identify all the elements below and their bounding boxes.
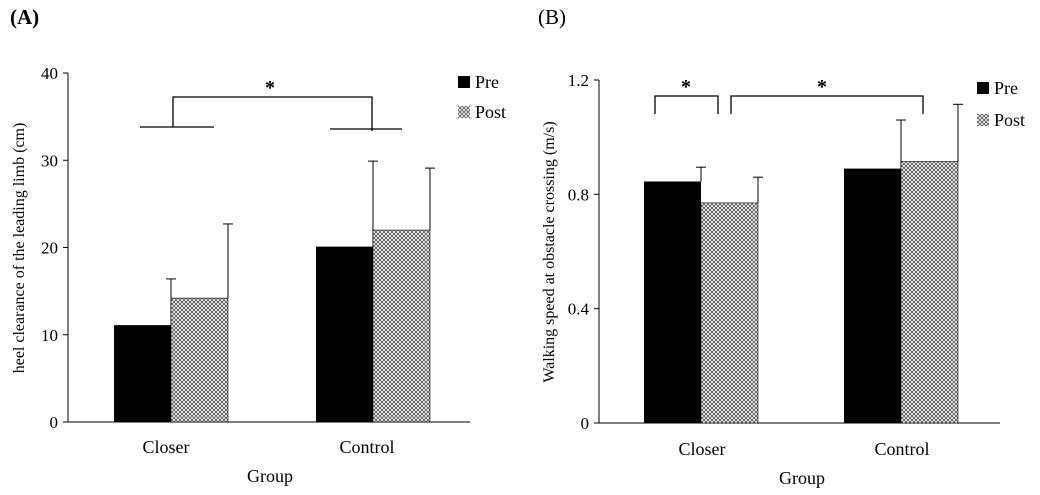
panel-b-y-tick-label: 0.4: [568, 300, 590, 319]
panel-b-y-tick-label: 0.8: [568, 185, 589, 204]
panel-a-bars: [114, 160, 435, 423]
panel-a-bar-closer-post: [170, 297, 229, 423]
panel-b-y-tick-label: 1.2: [568, 71, 589, 90]
panel-b-legend: Pre Post: [977, 78, 1025, 130]
panel-b-legend-pre-label: Pre: [994, 78, 1018, 98]
panel-a-bar-closer-pre: [114, 325, 171, 422]
panel-a-legend-pre-label: Pre: [475, 72, 499, 92]
panel-b-significance-star-2: *: [817, 76, 827, 98]
panel-b-x-axis-title: Group: [779, 468, 825, 488]
panel-b-legend-post-swatch: [977, 114, 989, 126]
panel-a-y-ticks: 0 10 20 30 40: [41, 64, 68, 432]
panel-b-x-tick-label-closer: Closer: [679, 439, 726, 459]
panel-b-bar-closer-post: [700, 202, 759, 424]
panel-a-x-axis-title: Group: [247, 466, 293, 486]
panel-b-x-tick-label-control: Control: [874, 439, 929, 459]
panel-a-bar-control-pre: [316, 246, 373, 422]
panel-a-bar-control-post: [372, 229, 431, 423]
panel-a-x-tick-label-control: Control: [339, 437, 394, 457]
panel-a-legend: Pre Post: [458, 72, 506, 122]
panel-a-y-tick-label: 40: [41, 64, 58, 83]
panel-a-y-tick-label: 10: [41, 326, 58, 345]
panel-a-significance-bracket: [140, 96, 402, 131]
panel-b: (B) Walking speed at obstacle crossing (…: [538, 5, 1025, 488]
panel-a-y-tick-label: 20: [41, 239, 58, 258]
panel-a-significance-star: *: [265, 77, 275, 99]
panel-b-bar-control-post: [900, 161, 959, 424]
panel-a-legend-pre-swatch: [458, 76, 470, 88]
panel-a: (A) heel clearance of the leading limb (…: [10, 5, 506, 486]
panel-a-y-axis-title: heel clearance of the leading limb (cm): [11, 123, 28, 374]
panel-a-label: (A): [10, 5, 39, 29]
panel-b-y-axis-title: Walking speed at obstacle crossing (m/s): [541, 121, 558, 382]
panel-b-significance-bracket-1: [654, 95, 719, 114]
panel-b-y-tick-label: 0: [581, 414, 590, 433]
panel-a-legend-post-swatch: [458, 106, 470, 118]
panel-b-bar-control-pre: [844, 168, 901, 423]
panel-b-significance-bracket-2: [730, 95, 924, 114]
panel-a-legend-post-label: Post: [475, 102, 506, 122]
panel-b-bars: [644, 103, 963, 424]
panel-b-label: (B): [538, 5, 566, 29]
panel-b-y-ticks: 0 0.4 0.8 1.2: [568, 71, 599, 433]
panel-b-bar-closer-pre: [644, 181, 701, 423]
panel-a-x-tick-label-closer: Closer: [143, 437, 190, 457]
panel-a-y-tick-label: 30: [41, 151, 58, 170]
panel-b-significance-star-1: *: [681, 76, 691, 98]
panel-b-legend-pre-swatch: [977, 82, 989, 94]
panel-b-legend-post-label: Post: [994, 110, 1025, 130]
panel-a-y-tick-label: 0: [50, 413, 59, 432]
